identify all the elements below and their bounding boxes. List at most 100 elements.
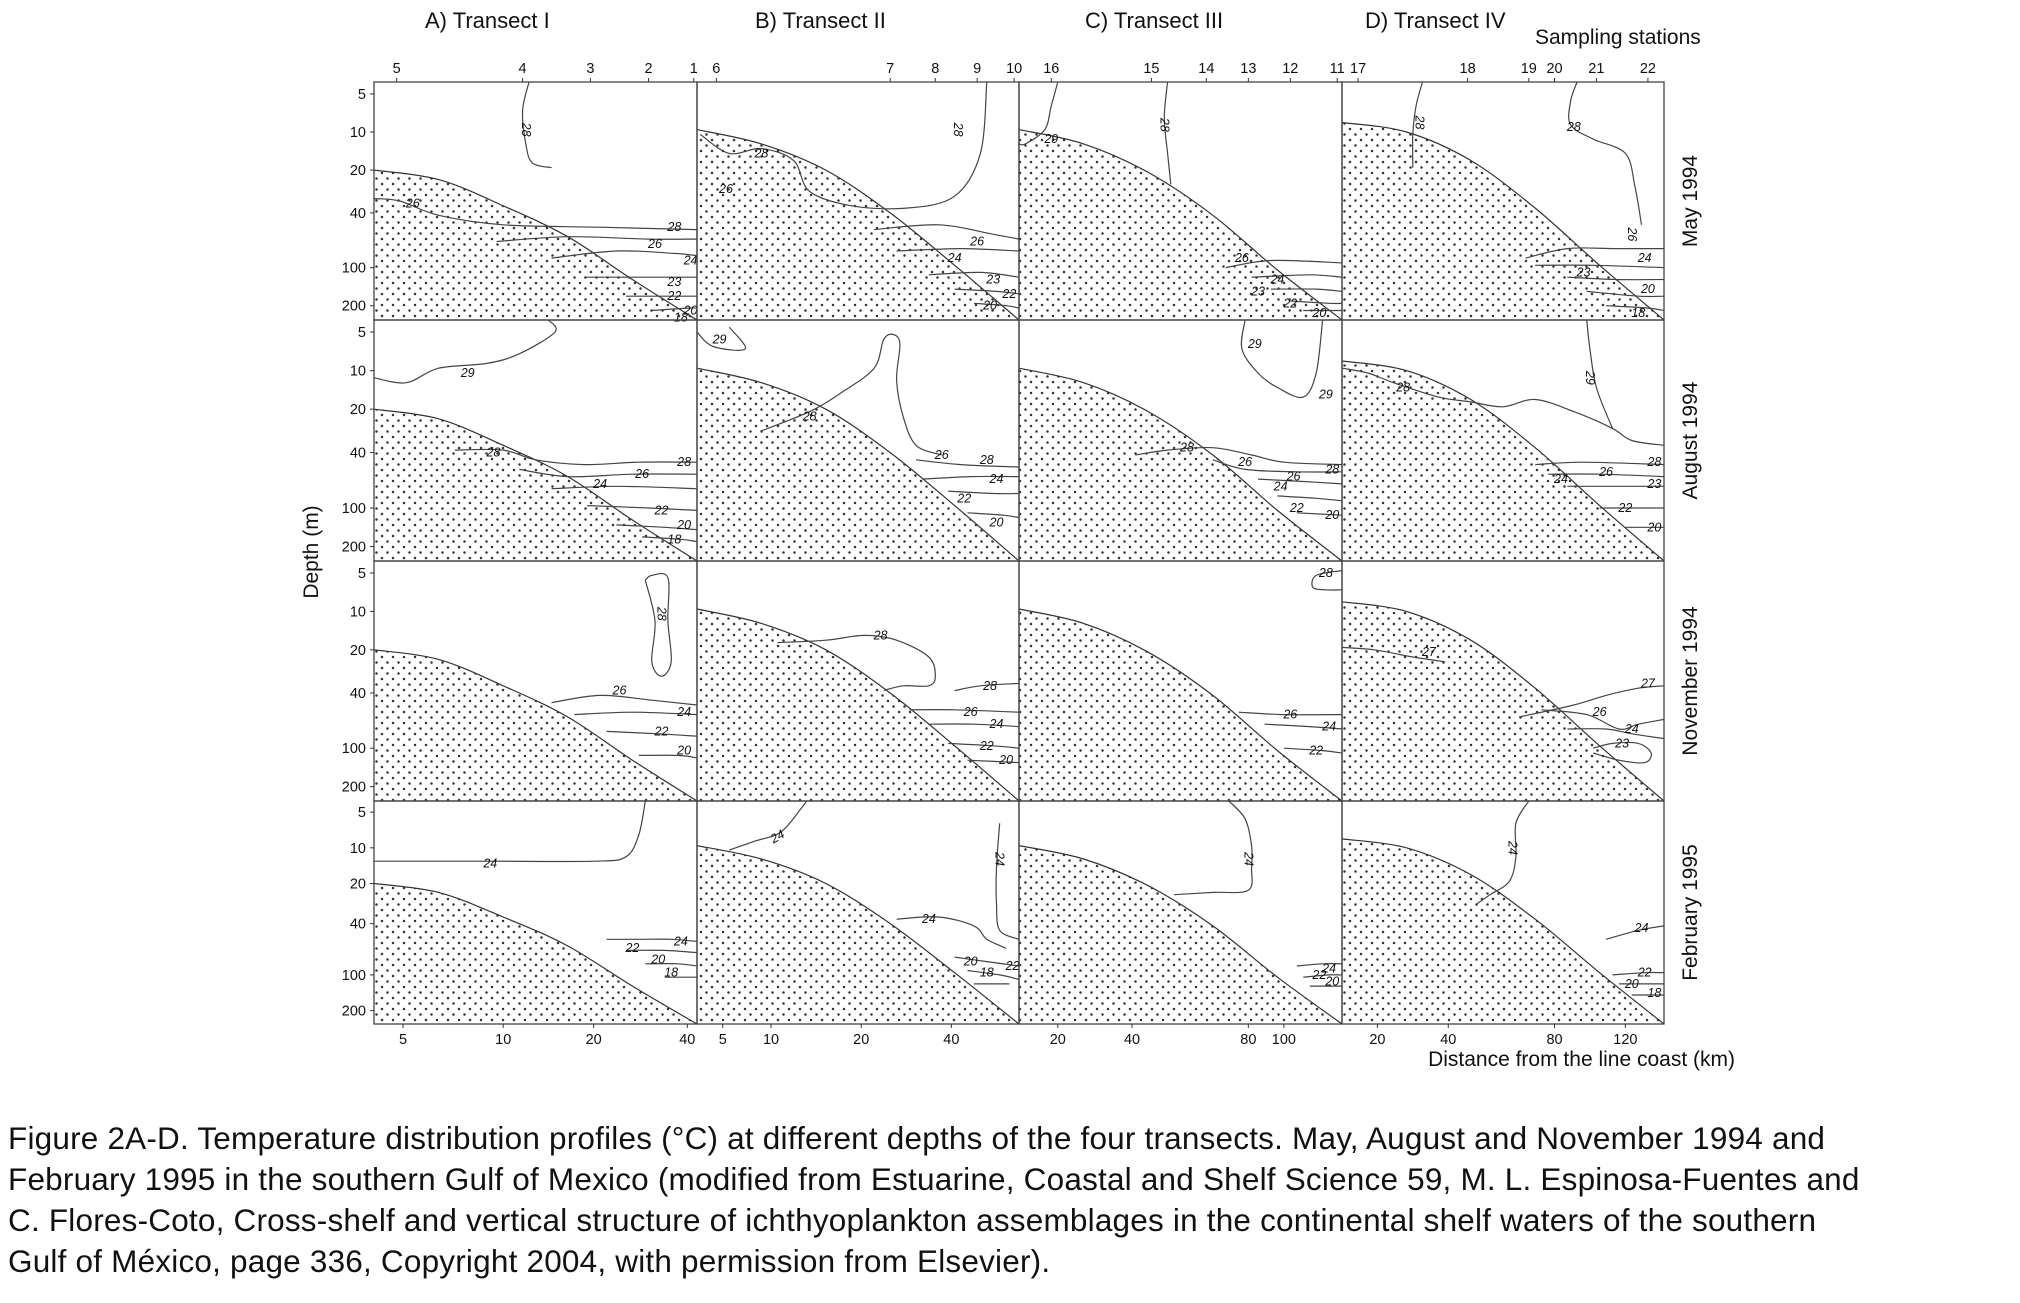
isotherm-line xyxy=(616,524,698,531)
depth-tick-label: 20 xyxy=(350,402,366,418)
depth-tick-label: 40 xyxy=(350,206,366,222)
isotherm-line xyxy=(1341,367,1665,446)
isotherm-line xyxy=(454,448,698,466)
isotherm-line xyxy=(954,682,1020,692)
isotherm-line xyxy=(928,271,1020,278)
isotherm-line xyxy=(1018,81,1059,146)
depth-tick-label: 100 xyxy=(342,741,366,757)
station-label: 10 xyxy=(1006,61,1022,77)
isotherm-line xyxy=(519,468,698,478)
isotherm-label: 28 xyxy=(1566,120,1581,134)
isotherm-line xyxy=(551,694,698,706)
isotherm-line xyxy=(1283,747,1343,754)
station-label: 17 xyxy=(1350,61,1366,77)
isotherm-label: 24 xyxy=(989,472,1004,486)
isotherm-label: 20 xyxy=(1640,282,1655,296)
isotherm-label: 28 xyxy=(1646,455,1661,469)
isotherm-label: 28 xyxy=(982,679,997,693)
isotherm-label: 28 xyxy=(1324,462,1339,476)
isotherm-label: 23 xyxy=(1250,284,1265,298)
transect-title-1: A) Transect I xyxy=(425,8,550,33)
depth-tick-label: 10 xyxy=(350,125,366,141)
isotherm-label: 29 xyxy=(1318,388,1333,402)
isotherm-line xyxy=(922,475,1020,480)
isotherm-label: 22 xyxy=(666,289,681,303)
isotherm-line xyxy=(574,711,698,716)
seafloor-boundary xyxy=(1341,601,1665,802)
isotherm-label: 22 xyxy=(1637,966,1652,980)
isotherm-label: 26 xyxy=(969,234,984,248)
isotherm-line xyxy=(1135,446,1343,466)
isotherm-label: 28 xyxy=(873,628,888,642)
isotherm-line xyxy=(642,536,698,543)
isotherm-line xyxy=(1251,274,1343,278)
isotherm-label: 23 xyxy=(985,273,1000,287)
isotherm-label: 28 xyxy=(654,606,668,621)
distance-tick-label: 40 xyxy=(1124,1032,1140,1048)
isotherm-line xyxy=(651,307,698,312)
isotherm-line xyxy=(1163,81,1172,185)
isotherm-line xyxy=(954,288,1020,295)
isotherm-line xyxy=(496,236,698,243)
isotherm-label: 26 xyxy=(612,684,627,698)
depth-tick-label: 20 xyxy=(350,643,366,659)
isotherm-line xyxy=(1411,81,1424,168)
isotherm-label: 24 xyxy=(1321,720,1336,734)
isotherm-line xyxy=(1212,459,1343,473)
isotherm-line xyxy=(928,723,1020,728)
isotherm-label: 20 xyxy=(683,303,698,317)
seafloor-region xyxy=(1019,368,1342,561)
isotherm-label: 26 xyxy=(1286,470,1301,484)
isotherm-label: 24 xyxy=(1241,851,1255,866)
isotherm-line xyxy=(948,742,1020,749)
isotherm-label: 26 xyxy=(963,705,978,719)
seafloor-boundary xyxy=(696,845,1020,1025)
isotherm-line xyxy=(1303,974,1343,978)
isotherm-label: 22 xyxy=(979,739,994,753)
seafloor-region xyxy=(1342,361,1664,561)
isotherm-line xyxy=(1586,290,1665,298)
isotherm-line xyxy=(1264,723,1343,730)
isotherm-line xyxy=(1567,276,1665,281)
isotherm-line xyxy=(1296,963,1343,967)
isotherm-line xyxy=(1586,319,1614,429)
isotherm-label: 28 xyxy=(1157,117,1171,132)
seafloor-boundary xyxy=(696,367,1020,562)
isotherm-label: 28 xyxy=(802,409,817,423)
isotherm-label: 26 xyxy=(1237,455,1252,469)
isotherm-label: 18 xyxy=(674,311,688,325)
depth-tick-label: 40 xyxy=(350,446,366,462)
isotherm-label: 24 xyxy=(993,851,1007,866)
isotherm-label: 22 xyxy=(624,941,639,955)
isotherm-line xyxy=(1238,711,1343,716)
depth-tick-label: 40 xyxy=(350,917,366,933)
seafloor-region xyxy=(374,170,697,320)
isotherm-line xyxy=(777,634,936,692)
isotherm-label: 20 xyxy=(1624,977,1639,991)
isotherm-line xyxy=(1173,800,1253,896)
distance-tick-label: 100 xyxy=(1272,1032,1296,1048)
isotherm-label: 24 xyxy=(1273,479,1288,493)
isotherm-line xyxy=(1525,247,1664,259)
isotherm-line xyxy=(995,823,1020,940)
seafloor-boundary xyxy=(1018,129,1343,321)
seafloor-boundary xyxy=(696,608,1020,802)
isotherm-label: 24 xyxy=(1506,840,1520,855)
distance-tick-label: 20 xyxy=(853,1032,869,1048)
station-label: 9 xyxy=(973,61,981,77)
isotherm-line xyxy=(1296,512,1343,516)
isotherm-line xyxy=(967,969,1020,980)
isotherm-line xyxy=(909,709,1020,713)
station-label: 11 xyxy=(1330,61,1345,77)
distance-tick-label: 20 xyxy=(1050,1032,1066,1048)
distance-tick-label: 40 xyxy=(679,1032,695,1048)
isotherm-label: 26 xyxy=(718,182,733,196)
station-label: 22 xyxy=(1640,61,1656,77)
station-label: 8 xyxy=(931,61,939,77)
isotherm-label: 24 xyxy=(1269,273,1284,287)
station-label: 2 xyxy=(645,61,653,77)
isotherm-label: 28 xyxy=(676,455,691,469)
distance-tick-label: 80 xyxy=(1546,1032,1562,1048)
depth-tick-label: 10 xyxy=(350,841,366,857)
month-label-1: May 1994 xyxy=(1679,155,1702,248)
